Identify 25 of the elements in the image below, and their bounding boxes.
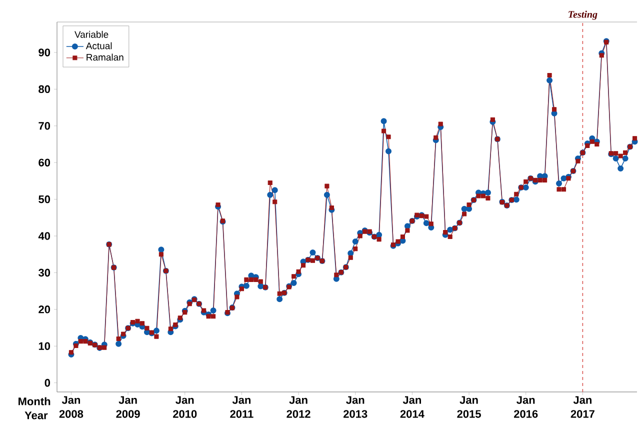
legend-title: Variable <box>74 30 108 38</box>
y-tick-label: 80 <box>38 85 50 94</box>
x-tick-label: Jan 2016 <box>514 396 538 418</box>
y-tick-label: 70 <box>38 122 50 130</box>
x-tick-label: Jan 2012 <box>286 396 310 418</box>
y-tick-label: 40 <box>38 232 50 240</box>
y-tick-label: 20 <box>38 306 50 314</box>
x-tick-label: Jan 2017 <box>570 396 594 418</box>
y-tick-label: 30 <box>38 268 50 277</box>
y-tick-label: 10 <box>38 342 50 350</box>
x-tick-label: Jan 2015 <box>457 396 481 418</box>
x-tick-label: Jan 2009 <box>116 396 140 418</box>
y-tick-label: 50 <box>38 195 50 204</box>
y-tick-label: 90 <box>38 48 50 56</box>
x-axis-title: Month Year <box>18 397 50 420</box>
x-tick-label: Jan 2008 <box>59 396 84 418</box>
x-tick-label: Jan 2013 <box>344 396 368 418</box>
y-tick-label: 60 <box>38 158 50 166</box>
legend-label: Actual <box>86 42 112 50</box>
y-tick-label: 0 <box>44 378 50 387</box>
x-tick-label: Jan 2010 <box>173 396 197 418</box>
legend-label: Ramalan <box>86 54 124 61</box>
x-tick-label: Jan 2011 <box>230 396 254 418</box>
ref-line-label: Testing <box>568 10 598 20</box>
x-tick-label: Jan 2014 <box>400 396 424 418</box>
